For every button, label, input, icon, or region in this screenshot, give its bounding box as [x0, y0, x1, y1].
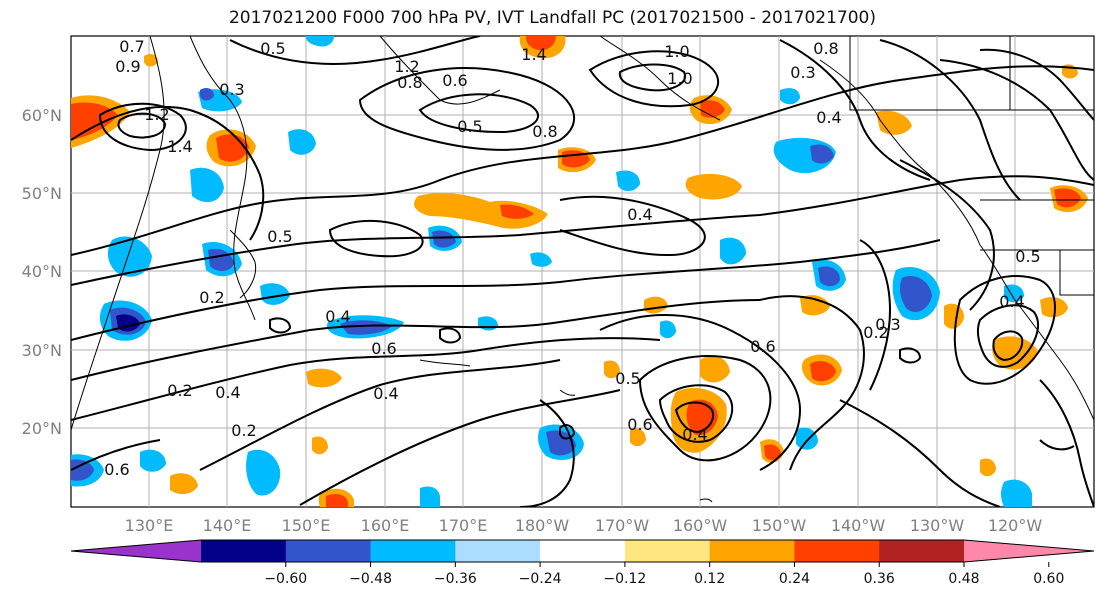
contour-label: 0.3 [875, 315, 900, 334]
contour-label: 1.0 [664, 42, 689, 61]
pv-contours [71, 36, 1094, 507]
lat-label: 40°N [22, 262, 62, 281]
contour-label: 1.4 [521, 45, 546, 64]
colorbar-swatch [879, 540, 965, 562]
lon-label: 150°E [282, 516, 331, 535]
colorbar: −0.60 −0.48 −0.36 −0.24 −0.12 0.12 0.24 0.36 0.4… [70, 539, 1095, 587]
contour-label: 0.4 [373, 384, 398, 403]
lat-label: 30°N [22, 341, 62, 360]
colorbar-tick-label: 0.48 [948, 571, 979, 587]
colorbar-tick-label: −0.36 [434, 571, 477, 587]
contour-label: 0.6 [442, 71, 467, 90]
colorbar-tick-label: −0.60 [264, 571, 307, 587]
lon-label: 140°E [203, 516, 252, 535]
lat-label: 50°N [22, 184, 62, 203]
contour-label: 0.6 [627, 415, 652, 434]
contour-label: 0.4 [325, 307, 350, 326]
contour-label: 0.5 [457, 117, 482, 136]
colorbar-tick-label: −0.12 [603, 571, 646, 587]
contour-label: 0.4 [999, 292, 1024, 311]
contour-label: 0.4 [215, 383, 240, 402]
colorbar-tick-label: 0.12 [694, 571, 725, 587]
colorbar-tick-label: 0.36 [864, 571, 895, 587]
contour-labels: 0.7 0.50.30.91.21.41.20.8 0.60.5 0.81.4 1.01… [104, 37, 1040, 479]
colorbar-tick-label: 0.24 [779, 571, 810, 587]
contour-label: 0.6 [371, 339, 396, 358]
contour-label: 0.5 [267, 227, 292, 246]
contour-label: 0.6 [750, 337, 775, 356]
lat-label: 60°N [22, 106, 62, 125]
lon-label: 130°E [125, 516, 174, 535]
lon-label: 170°W [595, 516, 650, 535]
map-title: 2017021200 F000 700 hPa PV, IVT Landfall… [228, 8, 876, 28]
lon-label: 170°E [439, 516, 488, 535]
contour-label: 0.6 [104, 460, 129, 479]
colorbar-swatch [624, 540, 711, 562]
contour-label: 1.2 [144, 105, 169, 124]
lon-label: 160°E [361, 516, 410, 535]
colorbar-tick-label: 0.60 [1033, 571, 1064, 587]
colorbar-swatch [709, 540, 795, 562]
contour-label: 0.5 [615, 369, 640, 388]
colorbar-swatch [540, 540, 626, 562]
colorbar-swatch [201, 540, 287, 562]
colorbar-swatch [370, 540, 456, 562]
longitude-labels: 130°E 140°E 150°E 160°E 170°E 180°W 170°W 160°W… [125, 516, 1043, 535]
contour-label: 0.4 [816, 108, 841, 127]
contour-label: 0.8 [532, 122, 557, 141]
colorbar-swatch [285, 540, 372, 562]
contour-label: 1.4 [167, 137, 192, 156]
colorbar-extend-high [964, 540, 1094, 562]
colorbar-outline [70, 539, 1095, 563]
lon-label: 120°W [988, 516, 1043, 535]
lat-label: 20°N [22, 419, 62, 438]
colorbar-swatch [794, 540, 880, 562]
colorbar-swatch [455, 540, 541, 562]
contour-label: 0.3 [790, 63, 815, 82]
lon-label: 180°W [515, 516, 570, 535]
colorbar-tick-label: −0.24 [519, 571, 562, 587]
contour-label: 0.7 [119, 37, 144, 56]
contour-label: 0.2 [863, 323, 888, 342]
ivt-shading [71, 36, 1088, 507]
colorbar-tick-label: −0.48 [349, 571, 392, 587]
contour-label: 1.0 [667, 69, 692, 88]
latitude-labels: 60°N 50°N 40°N 30°N 20°N [22, 106, 62, 438]
contour-label: 0.9 [115, 57, 140, 76]
contour-label: 0.5 [1015, 247, 1040, 266]
lon-label: 150°W [752, 516, 807, 535]
colorbar-extend-low [71, 540, 201, 562]
lon-label: 140°W [831, 516, 886, 535]
contour-label: 0.8 [813, 39, 838, 58]
contour-label: 0.3 [219, 80, 244, 99]
contour-label: 0.4 [627, 205, 652, 224]
contour-label: 0.2 [199, 288, 224, 307]
contour-label: 0.8 [397, 73, 422, 92]
contour-label: 0.5 [260, 39, 285, 58]
contour-label: 1.2 [394, 57, 419, 76]
lon-label: 130°W [910, 516, 965, 535]
lon-label: 160°W [673, 516, 728, 535]
contour-label: 0.2 [231, 421, 256, 440]
contour-label: 0.2 [167, 381, 192, 400]
contour-label: 0.4 [682, 425, 707, 444]
coastlines [71, 36, 1094, 503]
